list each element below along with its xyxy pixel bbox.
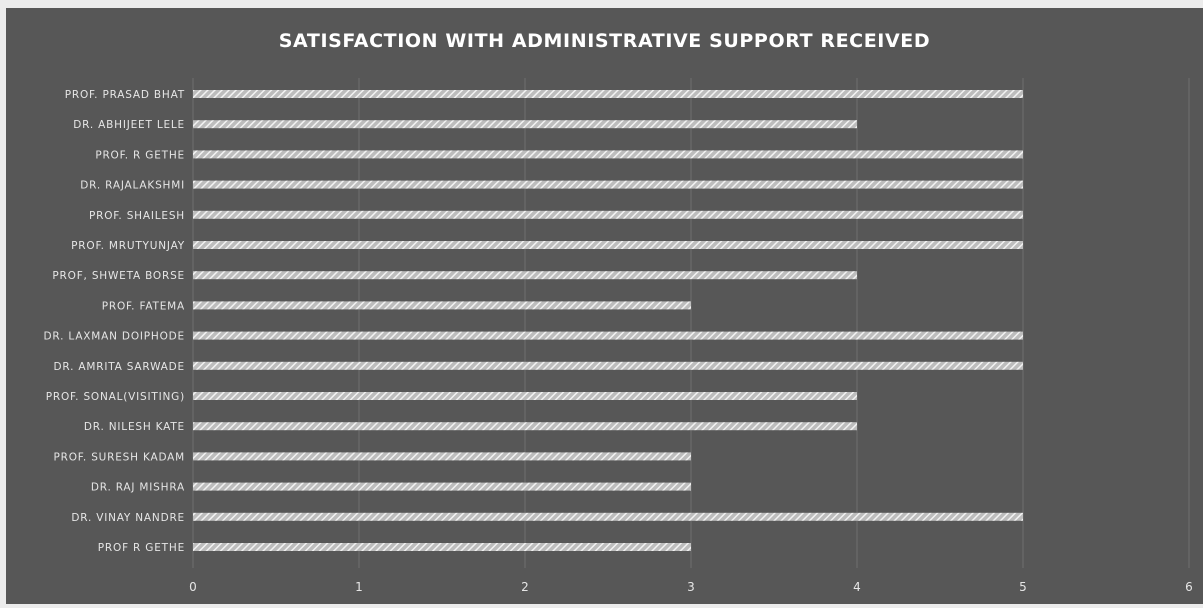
bar: [193, 452, 691, 461]
bar: [193, 210, 1023, 219]
category-label: DR. VINAY NANDRE: [71, 512, 185, 524]
x-tick-label: 5: [1019, 580, 1027, 594]
category-label: DR. NILESH KATE: [84, 421, 185, 433]
category-label: DR. RAJALAKSHMI: [80, 180, 185, 192]
bar: [193, 422, 857, 431]
category-label: DR. ABHIJEET LELE: [73, 119, 185, 131]
category-label: PROF. FATEMA: [102, 300, 185, 312]
bar: [193, 331, 1023, 340]
chart-panel: SATISFACTION WITH ADMINISTRATIVE SUPPORT…: [6, 8, 1203, 604]
category-label: PROF. SONAL(VISITING): [46, 391, 185, 403]
category-label: PROF. SHAILESH: [89, 210, 185, 222]
category-label: PROF. PRASAD BHAT: [65, 89, 185, 101]
bar: [193, 150, 1023, 159]
bar: [193, 271, 857, 280]
x-tick-label: 1: [355, 580, 363, 594]
category-label: DR. LAXMAN DOIPHODE: [44, 331, 185, 343]
category-label: PROF R GETHE: [98, 542, 185, 554]
category-label: DR. RAJ MISHRA: [91, 482, 185, 494]
bar: [193, 301, 691, 310]
category-label: PROF. R GETHE: [95, 149, 185, 161]
x-tick-label: 0: [189, 580, 197, 594]
bar: [193, 482, 691, 491]
category-label: DR. AMRITA SARWADE: [54, 361, 185, 373]
gridlines: [192, 78, 1190, 568]
category-label: PROF, SHWETA BORSE: [52, 270, 185, 282]
x-tick-label: 3: [687, 580, 695, 594]
chart-title: SATISFACTION WITH ADMINISTRATIVE SUPPORT…: [278, 30, 931, 52]
category-label: PROF. SURESH KADAM: [53, 451, 185, 463]
x-tick-label: 6: [1185, 580, 1193, 594]
bar-chart: PROF. PRASAD BHAT DR. ABHIJEET LELE PROF. …: [44, 78, 1193, 594]
x-tick-label: 4: [853, 580, 861, 594]
category-labels: PROF. PRASAD BHAT DR. ABHIJEET LELE PROF. …: [44, 89, 185, 554]
bar: [193, 543, 691, 551]
bar: [193, 361, 1023, 370]
x-axis-ticks: 0 1 2 3 4 5 6: [189, 580, 1193, 594]
bar: [193, 120, 857, 129]
bars: [193, 90, 1023, 551]
category-label: PROF. MRUTYUNJAY: [71, 240, 185, 252]
bar: [193, 90, 1023, 98]
bar: [193, 241, 1023, 249]
bar: [193, 512, 1023, 521]
bar: [193, 180, 1023, 189]
bar: [193, 392, 857, 400]
x-tick-label: 2: [521, 580, 529, 594]
